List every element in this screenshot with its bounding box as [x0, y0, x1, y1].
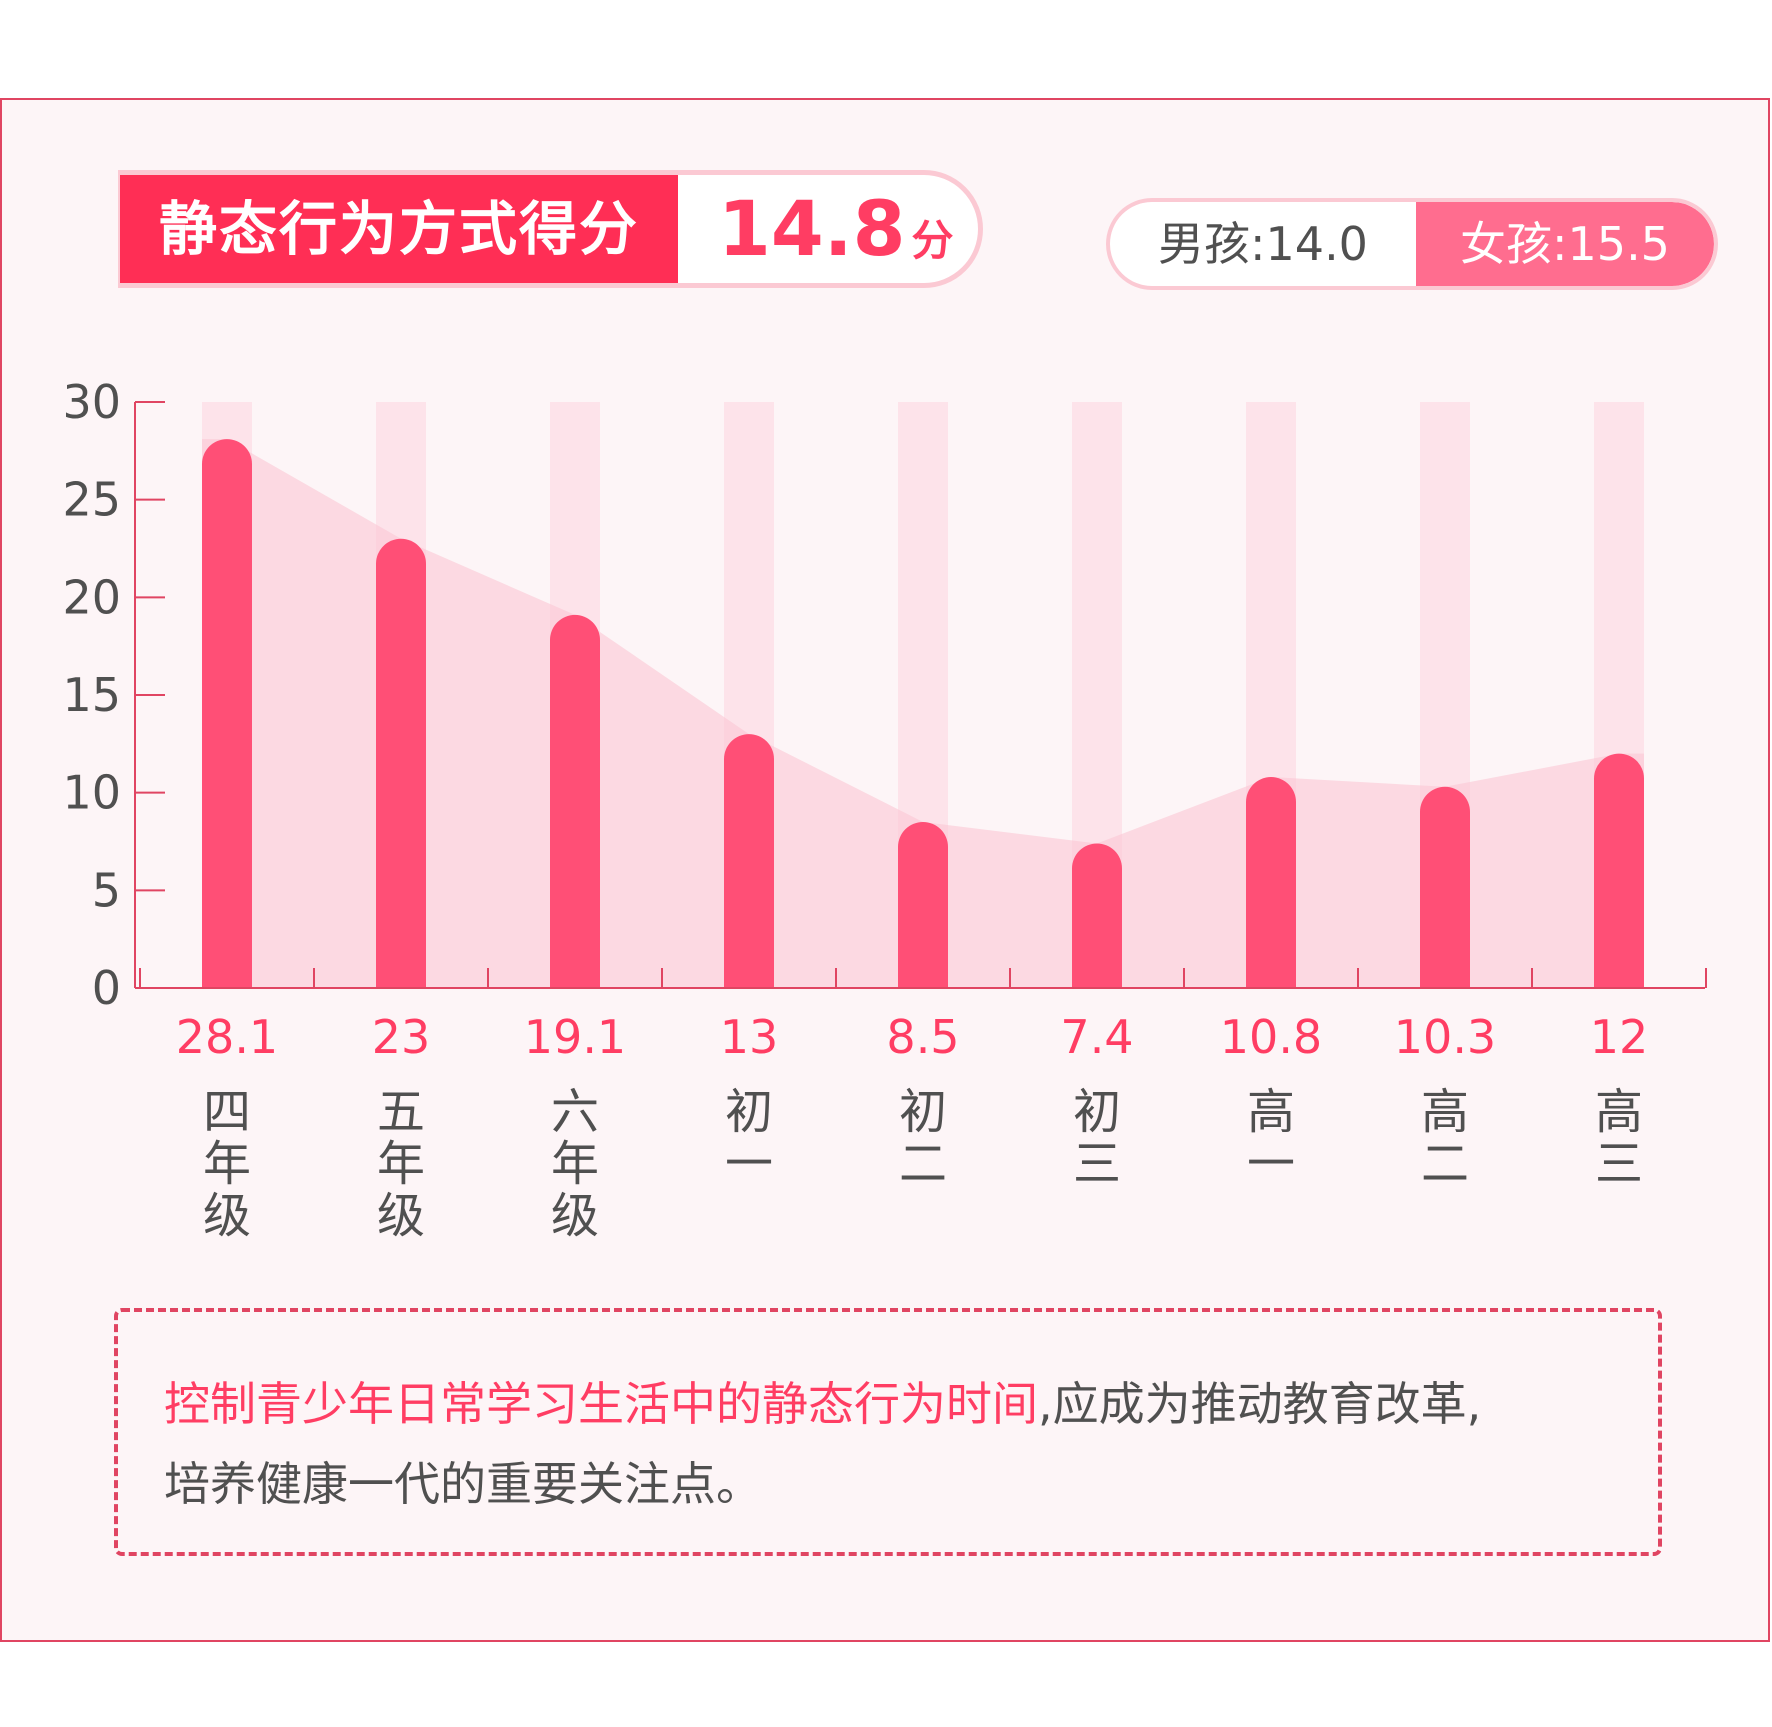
category-label: 初一 [725, 1084, 773, 1192]
score-value: 14.8 分 [718, 175, 954, 283]
value-label: 28.1 [176, 1010, 278, 1064]
bar [898, 821, 948, 988]
bar [1420, 786, 1470, 988]
category-label: 高三 [1595, 1084, 1643, 1192]
y-tick-label: 25 [62, 473, 121, 527]
y-tick-label: 0 [92, 961, 121, 1015]
category-label: 六年级 [551, 1084, 599, 1244]
bar [550, 614, 600, 988]
score-label: 静态行为方式得分 [120, 175, 678, 283]
category-label: 初二 [899, 1084, 947, 1192]
boy-score: 男孩:14.0 [1158, 217, 1368, 271]
value-label: 23 [372, 1010, 431, 1064]
y-tick-label: 10 [62, 766, 121, 820]
bar [202, 439, 252, 988]
bar [1246, 777, 1296, 988]
note-line2: 培养健康一代的重要关注点。 [164, 1457, 762, 1511]
value-label: 7.4 [1060, 1010, 1133, 1064]
category-label: 高一 [1247, 1084, 1295, 1192]
category-label: 高二 [1421, 1084, 1469, 1192]
y-tick-label: 20 [62, 570, 121, 624]
value-label: 10.8 [1220, 1010, 1322, 1064]
girl-score: 女孩:15.5 [1416, 202, 1714, 286]
value-label: 13 [720, 1010, 779, 1064]
y-tick-label: 5 [92, 863, 121, 917]
score-unit: 分 [911, 216, 954, 265]
y-tick-label: 30 [62, 375, 121, 429]
category-label: 五年级 [377, 1084, 425, 1244]
value-label: 12 [1590, 1010, 1649, 1064]
bar [724, 734, 774, 988]
bar [1072, 843, 1122, 988]
score-number: 14.8 [718, 184, 906, 273]
value-label: 19.1 [524, 1010, 626, 1064]
category-label: 四年级 [203, 1084, 251, 1244]
category-label: 初三 [1073, 1084, 1121, 1192]
note-rest: ,应成为推动教育改革, [1038, 1377, 1482, 1431]
y-tick-label: 15 [62, 668, 121, 722]
gender-pill: 男孩:14.0 女孩:15.5 [1106, 198, 1718, 290]
value-label: 10.3 [1394, 1010, 1496, 1064]
bar-chart: 0 5 10 15 20 25 30 28.1 四年级 23 五年级 19.1 六年级 13 初一 8.5 初二… [62, 375, 1707, 1244]
bar [1594, 753, 1644, 988]
value-label: 8.5 [886, 1010, 959, 1064]
note-highlight: 控制青少年日常学习生活中的静态行为时间 [164, 1377, 1038, 1431]
bar [376, 538, 426, 988]
note-box: 控制青少年日常学习生活中的静态行为时间,应成为推动教育改革, 培养健康一代的重要… [114, 1308, 1662, 1556]
